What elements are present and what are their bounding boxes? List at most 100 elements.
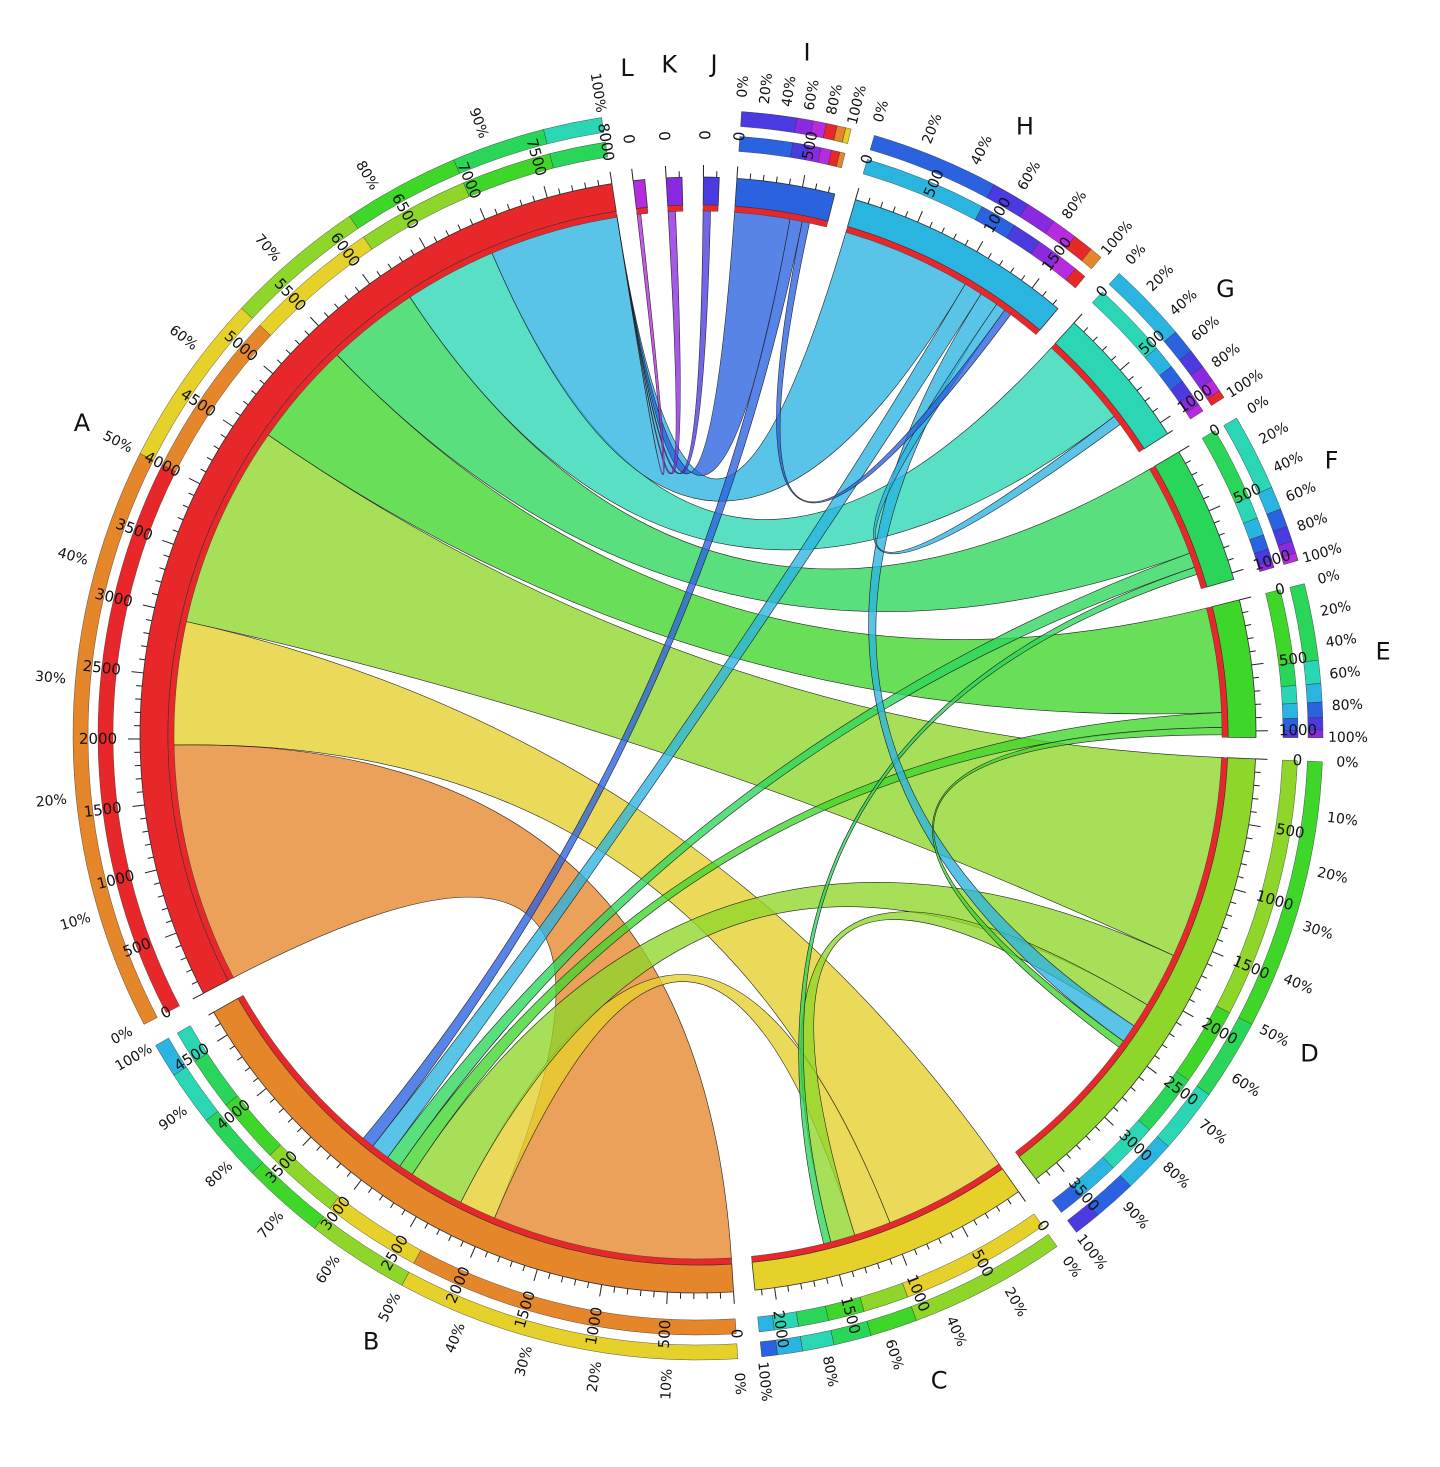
tick-H-600 bbox=[930, 222, 932, 227]
tick-B-4300 bbox=[237, 1057, 242, 1060]
tick-A-4500 bbox=[223, 420, 233, 427]
tick-G-300 bbox=[1102, 346, 1106, 350]
ring-E-1-2 bbox=[1306, 683, 1322, 702]
tick-A-7800 bbox=[585, 183, 586, 189]
pct-label-I-80%: 80% bbox=[824, 83, 846, 117]
tick-D-1200 bbox=[1226, 914, 1232, 916]
tick-D-2900 bbox=[1114, 1107, 1118, 1111]
segment-J-inner-strip bbox=[703, 205, 718, 211]
tick-B-2900 bbox=[368, 1188, 372, 1193]
segment-label-E: E bbox=[1375, 637, 1390, 665]
tick-label-J-0: 0 bbox=[695, 130, 713, 140]
tick-D-1000 bbox=[1234, 889, 1246, 892]
pct-label-A-0%: 0% bbox=[108, 1024, 135, 1048]
tick-A-5700 bbox=[334, 304, 338, 309]
tick-A-6200 bbox=[388, 264, 391, 269]
segment-label-J: J bbox=[708, 50, 717, 78]
tick-D-1600 bbox=[1207, 964, 1212, 966]
tick-D-200 bbox=[1254, 785, 1260, 786]
pct-label-D-0%: 0% bbox=[1336, 754, 1359, 771]
pct-label-H-20%: 20% bbox=[919, 111, 945, 146]
ribbon-layer bbox=[172, 209, 1224, 1261]
segment-J[interactable] bbox=[703, 177, 719, 205]
tick-B-1700 bbox=[510, 1261, 512, 1267]
pct-label-F-0%: 0% bbox=[1245, 393, 1272, 418]
pct-label-I-0%: 0% bbox=[735, 75, 753, 98]
pct-label-A-90%: 90% bbox=[466, 106, 492, 141]
tick-E-200 bbox=[1245, 625, 1251, 626]
tick-B-3800 bbox=[279, 1108, 283, 1112]
segment-K[interactable] bbox=[666, 177, 683, 206]
tick-F-0 bbox=[1179, 446, 1189, 452]
tick-A-100 bbox=[192, 982, 197, 985]
tick-I-100 bbox=[750, 173, 751, 179]
tick-A-4700 bbox=[243, 401, 248, 405]
tick-label-K-0: 0 bbox=[655, 131, 674, 142]
tick-A-1600 bbox=[137, 792, 143, 793]
pct-label-G-80%: 80% bbox=[1209, 340, 1244, 371]
segment-label-G: G bbox=[1216, 275, 1235, 303]
tick-C-100 bbox=[1008, 1199, 1011, 1204]
pct-label-E-80%: 80% bbox=[1331, 697, 1363, 714]
tick-A-6700 bbox=[446, 230, 449, 235]
tick-A-2900 bbox=[146, 619, 152, 620]
tick-label-B-500: 500 bbox=[655, 1319, 675, 1349]
tick-B-4400 bbox=[230, 1046, 235, 1049]
tick-A-6900 bbox=[470, 219, 472, 224]
tick-B-3900 bbox=[270, 1099, 275, 1103]
tick-C-400 bbox=[974, 1220, 977, 1225]
tick-H-1100 bbox=[988, 253, 991, 258]
tick-G-800 bbox=[1145, 397, 1150, 401]
ring-C-0-3 bbox=[796, 1306, 829, 1327]
tick-A-3600 bbox=[173, 530, 179, 532]
tick-D-1500 bbox=[1212, 952, 1223, 957]
pct-label-B-20%: 20% bbox=[585, 1360, 606, 1393]
tick-A-7900 bbox=[598, 180, 599, 186]
tick-H-1000 bbox=[977, 241, 983, 251]
tick-A-1100 bbox=[148, 857, 154, 858]
tick-E-500 bbox=[1252, 663, 1264, 665]
tick-A-3900 bbox=[189, 493, 194, 496]
tick-A-7700 bbox=[572, 185, 573, 191]
tick-A-7600 bbox=[559, 189, 560, 195]
tick-A-7200 bbox=[507, 204, 509, 210]
tick-B-4500 bbox=[217, 1035, 227, 1041]
tick-H-1300 bbox=[1010, 268, 1013, 273]
tick-G-1100 bbox=[1168, 430, 1173, 433]
tick-G-400 bbox=[1111, 356, 1115, 360]
tick-H-1700 bbox=[1053, 300, 1057, 305]
pct-label-B-30%: 30% bbox=[512, 1344, 536, 1378]
tick-G-700 bbox=[1137, 387, 1142, 391]
tick-A-8000 bbox=[610, 172, 612, 184]
tick-B-1200 bbox=[574, 1279, 575, 1285]
tick-A-3800 bbox=[183, 505, 188, 507]
pct-label-H-0%: 0% bbox=[871, 99, 893, 125]
tick-A-0 bbox=[193, 993, 204, 999]
tick-D-800 bbox=[1241, 864, 1247, 865]
tick-A-5600 bbox=[324, 313, 328, 317]
tick-C-1600 bbox=[827, 1278, 828, 1284]
ring-I-1-0 bbox=[741, 112, 797, 133]
tick-A-4200 bbox=[207, 457, 212, 460]
pct-label-B-50%: 50% bbox=[376, 1290, 405, 1325]
tick-D-1100 bbox=[1230, 902, 1236, 904]
tick-A-4100 bbox=[201, 469, 206, 472]
tick-D-1700 bbox=[1201, 976, 1206, 979]
segment-label-A: A bbox=[74, 409, 91, 437]
tick-A-2700 bbox=[141, 646, 147, 647]
tick-B-2400 bbox=[425, 1223, 428, 1228]
tick-A-3500 bbox=[162, 540, 173, 544]
pct-label-A-50%: 50% bbox=[100, 428, 135, 456]
tick-A-2600 bbox=[139, 659, 145, 660]
tick-F-1000 bbox=[1232, 569, 1243, 572]
segment-L[interactable] bbox=[633, 180, 647, 209]
tick-C-800 bbox=[927, 1244, 929, 1249]
segment-label-L: L bbox=[620, 54, 634, 82]
tick-D-700 bbox=[1244, 851, 1250, 852]
tick-B-1800 bbox=[498, 1257, 500, 1263]
pct-label-I-20%: 20% bbox=[757, 72, 776, 105]
tick-B-0 bbox=[734, 1292, 735, 1304]
pct-label-C-40%: 40% bbox=[942, 1314, 969, 1349]
tick-A-4000 bbox=[189, 478, 200, 483]
tick-A-4400 bbox=[221, 434, 226, 437]
